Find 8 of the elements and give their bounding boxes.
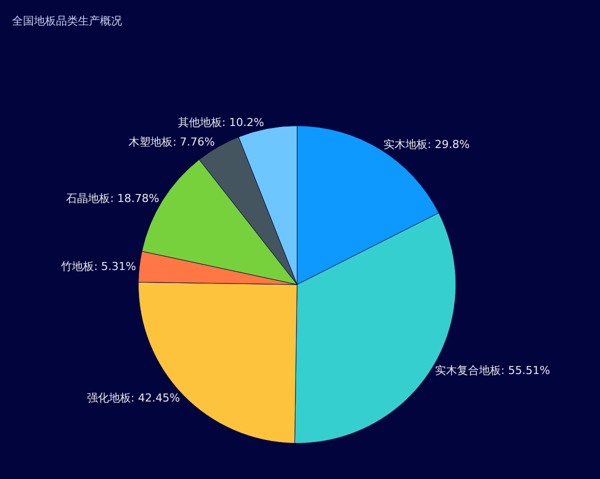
slice-label: 竹地板: 5.31% — [60, 260, 136, 274]
slice-label: 木塑地板: 7.76% — [128, 135, 215, 148]
slice-label: 其他地板: 10.2% — [178, 116, 264, 129]
slice-label: 石晶地板: 18.78% — [66, 192, 160, 206]
slice-label: 实木复合地板: 55.51% — [434, 364, 550, 378]
slice-label: 强化地板: 42.45% — [86, 392, 180, 405]
chart-title: 全国地板品类生产概况 — [12, 14, 122, 28]
slice-label: 实木地板: 29.8% — [383, 138, 470, 152]
